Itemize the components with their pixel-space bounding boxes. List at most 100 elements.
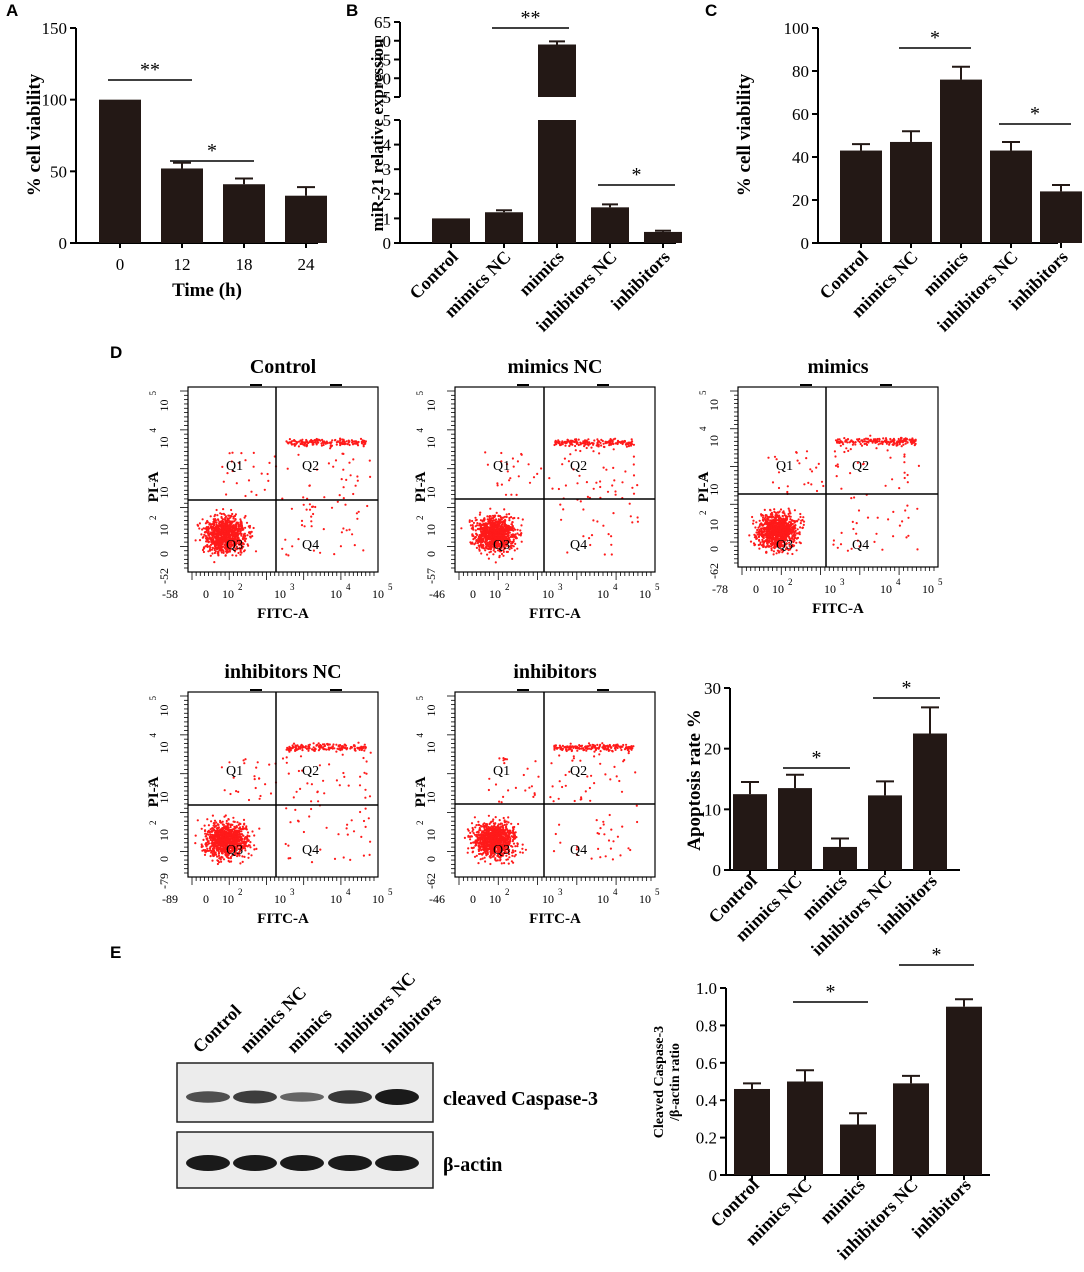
- event-dot: [356, 479, 359, 482]
- event-dot: [908, 438, 912, 441]
- event-dot: [219, 539, 222, 543]
- bar: [823, 846, 857, 870]
- event-dot: [351, 440, 354, 443]
- event-dot: [799, 512, 802, 516]
- event-dot: [773, 543, 776, 546]
- event-dot: [484, 539, 488, 542]
- event-dot: [229, 514, 233, 518]
- event-dot: [789, 537, 792, 540]
- y-tick-exponent: 5: [415, 391, 425, 396]
- event-dot: [838, 438, 841, 441]
- event-dot: [194, 539, 197, 542]
- event-dot: [582, 508, 585, 511]
- event-dot: [238, 462, 241, 465]
- event-dot: [213, 536, 216, 539]
- event-dot: [836, 463, 839, 466]
- event-dot: [235, 540, 238, 543]
- event-dot: [492, 535, 495, 538]
- event-dot: [216, 531, 219, 534]
- event-dot: [770, 549, 773, 552]
- event-dot: [506, 529, 509, 533]
- event-dot: [629, 442, 632, 445]
- event-dot: [213, 521, 216, 524]
- event-dot: [882, 440, 885, 443]
- event-dot: [211, 552, 214, 555]
- event-dot: [914, 438, 917, 442]
- event-dot: [217, 554, 220, 557]
- event-dot: [235, 554, 238, 557]
- event-dot: [589, 543, 592, 547]
- event-dot: [779, 517, 783, 520]
- event-dot: [903, 471, 906, 474]
- event-dot: [481, 546, 484, 549]
- event-dot: [766, 527, 769, 530]
- y-tick-label: 1: [383, 209, 392, 228]
- event-dot: [503, 515, 507, 518]
- event-dot: [320, 442, 323, 445]
- event-dot: [767, 456, 770, 459]
- event-dot: [223, 513, 226, 516]
- event-dot: [210, 528, 213, 531]
- event-dot: [220, 860, 223, 863]
- event-dot: [512, 533, 515, 537]
- event-dot: [769, 519, 772, 522]
- event-dot: [878, 438, 881, 441]
- event-dot: [255, 493, 258, 497]
- event-dot: [227, 517, 231, 520]
- event-dot: [768, 539, 771, 542]
- event-dot: [239, 518, 242, 521]
- event-dot: [303, 525, 306, 528]
- event-dot: [518, 533, 521, 536]
- y-tick-label: 10: [707, 519, 721, 531]
- event-dot: [480, 541, 483, 544]
- event-dot: [631, 521, 634, 524]
- event-dot: [239, 553, 242, 556]
- event-dot: [568, 444, 571, 448]
- event-dot: [898, 443, 901, 446]
- event-dot: [353, 442, 356, 445]
- event-dot: [497, 525, 500, 528]
- event-dot: [780, 543, 783, 546]
- event-dot: [241, 542, 244, 545]
- y-axis-label: Cleaved Caspase-3: [652, 1026, 667, 1138]
- event-dot: [771, 481, 775, 484]
- event-dot: [916, 548, 919, 551]
- event-dot: [230, 460, 233, 463]
- event-dot: [752, 522, 755, 525]
- event-dot: [489, 541, 492, 544]
- event-dot: [481, 534, 484, 538]
- event-dot: [208, 830, 211, 833]
- event-dot: [588, 537, 591, 540]
- event-dot: [895, 444, 898, 447]
- event-dot: [348, 443, 351, 447]
- x-tick-exponent: 3: [558, 582, 563, 592]
- event-dot: [203, 531, 206, 534]
- event-dot: [233, 527, 236, 530]
- event-dot: [496, 484, 499, 487]
- event-dot: [231, 469, 234, 473]
- y-tick-exponent: 5: [698, 390, 708, 395]
- event-dot: [792, 525, 796, 528]
- x-tick-exponent: 2: [505, 582, 510, 592]
- event-dot: [364, 442, 367, 445]
- event-dot: [511, 525, 514, 528]
- event-dot: [514, 533, 517, 536]
- event-dot: [252, 465, 255, 468]
- y-tick-label: 0: [383, 234, 392, 253]
- event-dot: [287, 554, 290, 557]
- event-dot: [888, 441, 891, 445]
- event-dot: [883, 440, 887, 443]
- event-dot: [856, 539, 860, 542]
- event-dot: [342, 527, 345, 530]
- event-dot: [766, 521, 770, 524]
- bar-lower-segment: [538, 120, 576, 243]
- y-tick-exponent: 2: [415, 516, 425, 521]
- event-dot: [212, 822, 215, 825]
- event-dot: [897, 437, 900, 441]
- event-dot: [834, 439, 838, 442]
- event-dot: [772, 515, 775, 519]
- dot-cloud: [460, 437, 640, 564]
